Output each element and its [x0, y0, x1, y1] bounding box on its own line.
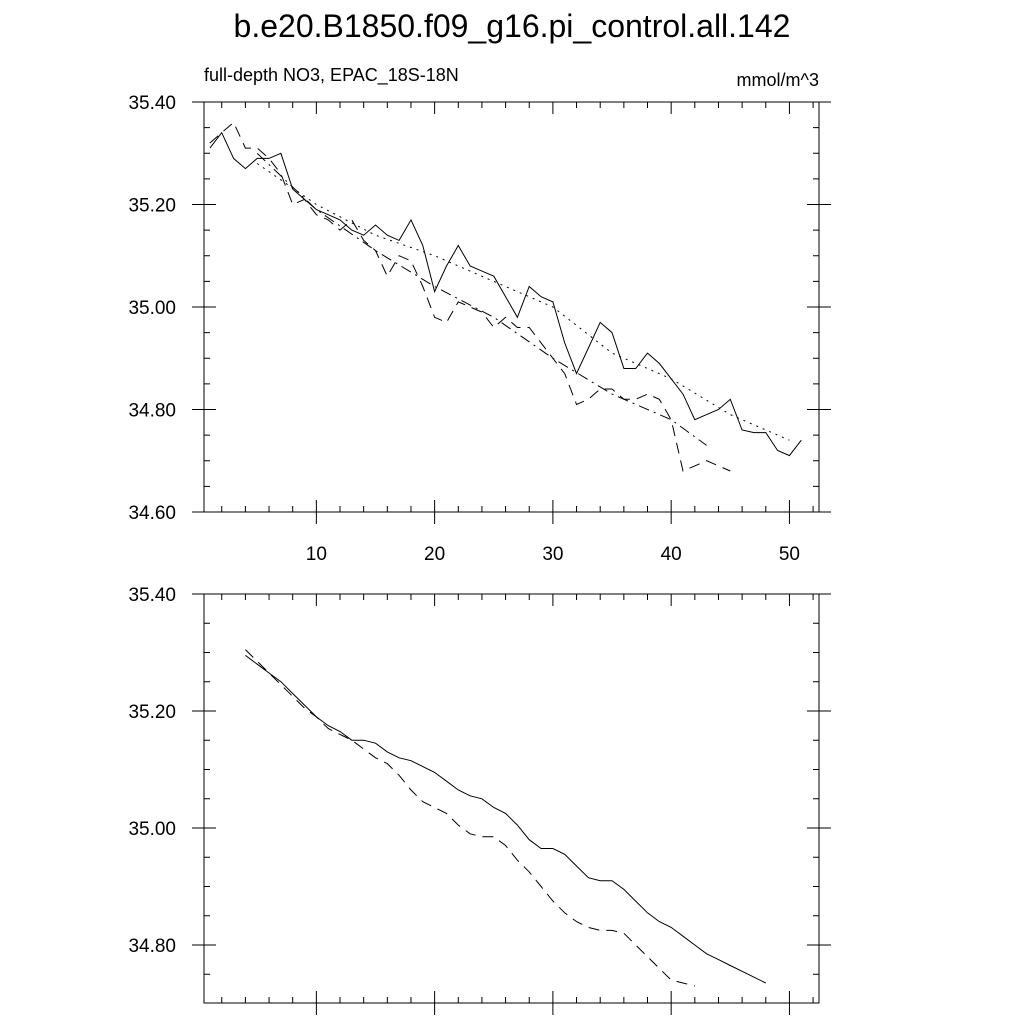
y-tick-label: 34.80	[128, 936, 176, 957]
series-line-solid	[209, 131, 802, 457]
y-tick-label: 34.60	[128, 503, 176, 524]
plot-frame	[203, 593, 820, 1004]
y-tick-label: 35.20	[128, 196, 176, 217]
chart-subtitle-left: full-depth NO3, EPAC_18S-18N	[204, 65, 459, 86]
y-axis-ticks	[192, 101, 831, 513]
series-line-dashed	[245, 649, 695, 987]
series-line-dotted	[256, 163, 790, 441]
x-tick-label: 50	[779, 544, 800, 565]
y-tick-label: 35.00	[128, 298, 176, 319]
x-tick-label: 10	[306, 544, 327, 565]
series-line-solid	[245, 654, 767, 984]
y-tick-label: 35.40	[128, 93, 176, 114]
y-tick-label: 35.20	[128, 702, 176, 723]
series-line-dash-dot	[256, 152, 707, 446]
series-line-dashed	[209, 121, 731, 472]
chart-panel-1: 10 20 30 40 50 34.60 34.80 35.00 35.20 35.40	[128, 93, 831, 565]
chart-panel-2: 34.80 35.00 35.20 35.40	[128, 585, 831, 1015]
y-axis-ticks	[192, 593, 831, 975]
y-tick-label: 34.80	[128, 401, 176, 422]
x-tick-label: 40	[661, 544, 682, 565]
chart-units-label: mmol/m^3	[737, 70, 819, 90]
y-tick-label: 35.40	[128, 585, 176, 606]
x-axis-ticks	[221, 594, 814, 1015]
chart-title: b.e20.B1850.f09_g16.pi_control.all.142	[234, 8, 791, 44]
y-tick-label: 35.00	[128, 819, 176, 840]
x-tick-label: 30	[542, 544, 563, 565]
x-axis-ticks	[221, 102, 814, 524]
x-tick-label: 20	[424, 544, 445, 565]
